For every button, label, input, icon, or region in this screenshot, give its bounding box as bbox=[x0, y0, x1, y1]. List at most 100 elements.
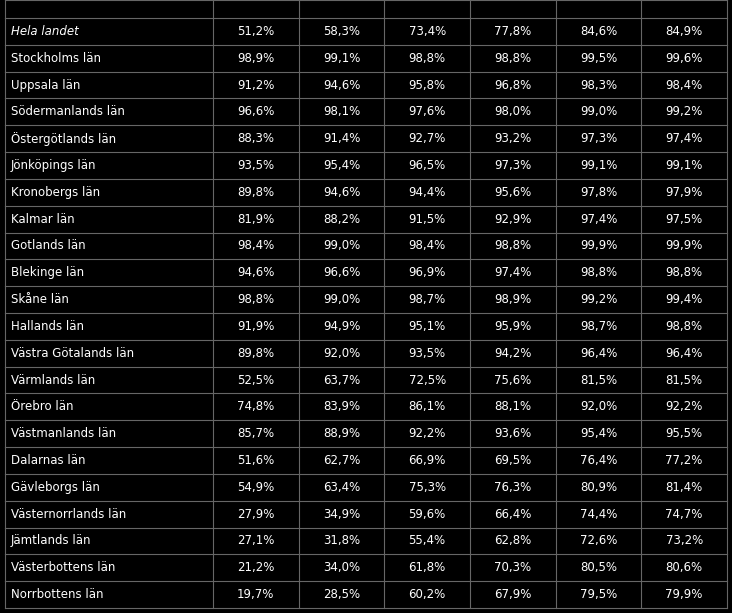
Text: 91,4%: 91,4% bbox=[323, 132, 360, 145]
Text: 96,8%: 96,8% bbox=[494, 78, 531, 91]
Text: 77,2%: 77,2% bbox=[665, 454, 703, 467]
Text: 99,1%: 99,1% bbox=[665, 159, 703, 172]
Text: 88,9%: 88,9% bbox=[323, 427, 360, 440]
Text: 77,8%: 77,8% bbox=[494, 25, 531, 38]
Text: Norrbottens län: Norrbottens län bbox=[11, 588, 103, 601]
Text: 27,9%: 27,9% bbox=[237, 508, 274, 520]
Text: 80,9%: 80,9% bbox=[580, 481, 617, 494]
Text: 97,4%: 97,4% bbox=[494, 266, 531, 280]
Text: 94,9%: 94,9% bbox=[323, 320, 360, 333]
Text: 99,4%: 99,4% bbox=[665, 293, 703, 306]
Text: 93,2%: 93,2% bbox=[494, 132, 531, 145]
Text: 99,2%: 99,2% bbox=[665, 105, 703, 118]
Text: 94,4%: 94,4% bbox=[408, 186, 446, 199]
Text: 67,9%: 67,9% bbox=[494, 588, 531, 601]
Text: Kalmar län: Kalmar län bbox=[11, 213, 75, 226]
Text: 98,8%: 98,8% bbox=[494, 51, 531, 65]
Text: 80,6%: 80,6% bbox=[665, 562, 703, 574]
Text: 61,8%: 61,8% bbox=[408, 562, 446, 574]
Text: 81,9%: 81,9% bbox=[237, 213, 274, 226]
Text: 51,2%: 51,2% bbox=[237, 25, 274, 38]
Text: 80,5%: 80,5% bbox=[580, 562, 617, 574]
Text: 62,8%: 62,8% bbox=[494, 535, 531, 547]
Text: 19,7%: 19,7% bbox=[237, 588, 274, 601]
Text: 96,9%: 96,9% bbox=[408, 266, 446, 280]
Text: 62,7%: 62,7% bbox=[323, 454, 360, 467]
Text: 92,0%: 92,0% bbox=[323, 347, 360, 360]
Text: 60,2%: 60,2% bbox=[408, 588, 446, 601]
Text: 96,5%: 96,5% bbox=[408, 159, 446, 172]
Text: 54,9%: 54,9% bbox=[237, 481, 274, 494]
Text: 89,8%: 89,8% bbox=[237, 186, 274, 199]
Text: Värmlands län: Värmlands län bbox=[11, 373, 95, 387]
Text: 27,1%: 27,1% bbox=[237, 535, 274, 547]
Text: 66,9%: 66,9% bbox=[408, 454, 446, 467]
Text: 97,4%: 97,4% bbox=[665, 132, 703, 145]
Text: 91,9%: 91,9% bbox=[237, 320, 274, 333]
Text: 83,9%: 83,9% bbox=[323, 400, 360, 413]
Text: 98,0%: 98,0% bbox=[494, 105, 531, 118]
Text: 98,8%: 98,8% bbox=[494, 240, 531, 253]
Text: 91,2%: 91,2% bbox=[237, 78, 274, 91]
Text: 93,5%: 93,5% bbox=[237, 159, 274, 172]
Text: 84,6%: 84,6% bbox=[580, 25, 617, 38]
Text: 51,6%: 51,6% bbox=[237, 454, 274, 467]
Text: 58,3%: 58,3% bbox=[323, 25, 360, 38]
Text: 98,9%: 98,9% bbox=[237, 51, 274, 65]
Text: 98,7%: 98,7% bbox=[408, 293, 446, 306]
Text: 81,5%: 81,5% bbox=[665, 373, 703, 387]
Text: 95,9%: 95,9% bbox=[494, 320, 531, 333]
Text: 96,4%: 96,4% bbox=[580, 347, 617, 360]
Text: 88,1%: 88,1% bbox=[494, 400, 531, 413]
Text: 95,8%: 95,8% bbox=[408, 78, 446, 91]
Text: 21,2%: 21,2% bbox=[237, 562, 274, 574]
Text: 34,9%: 34,9% bbox=[323, 508, 360, 520]
Text: 97,5%: 97,5% bbox=[665, 213, 703, 226]
Text: Hallands län: Hallands län bbox=[11, 320, 84, 333]
Text: 99,0%: 99,0% bbox=[323, 240, 360, 253]
Text: 94,6%: 94,6% bbox=[323, 186, 360, 199]
Text: 99,6%: 99,6% bbox=[665, 51, 703, 65]
Text: 75,3%: 75,3% bbox=[408, 481, 446, 494]
Text: Jönköpings län: Jönköpings län bbox=[11, 159, 97, 172]
Text: Gotlands län: Gotlands län bbox=[11, 240, 86, 253]
Text: 63,4%: 63,4% bbox=[323, 481, 360, 494]
Text: Stockholms län: Stockholms län bbox=[11, 51, 101, 65]
Text: 81,5%: 81,5% bbox=[580, 373, 617, 387]
Text: 72,6%: 72,6% bbox=[580, 535, 617, 547]
Text: Örebro län: Örebro län bbox=[11, 400, 73, 413]
Text: 93,6%: 93,6% bbox=[494, 427, 531, 440]
Text: 96,6%: 96,6% bbox=[237, 105, 274, 118]
Text: 94,2%: 94,2% bbox=[494, 347, 531, 360]
Text: 73,4%: 73,4% bbox=[408, 25, 446, 38]
Text: 55,4%: 55,4% bbox=[408, 535, 446, 547]
Text: Västmanlands län: Västmanlands län bbox=[11, 427, 116, 440]
Text: 99,0%: 99,0% bbox=[580, 105, 617, 118]
Text: 92,9%: 92,9% bbox=[494, 213, 531, 226]
Text: 98,8%: 98,8% bbox=[665, 320, 703, 333]
Text: 85,7%: 85,7% bbox=[237, 427, 274, 440]
Text: 34,0%: 34,0% bbox=[323, 562, 360, 574]
Text: 28,5%: 28,5% bbox=[323, 588, 360, 601]
Text: Södermanlands län: Södermanlands län bbox=[11, 105, 125, 118]
Text: 96,6%: 96,6% bbox=[323, 266, 360, 280]
Text: Östergötlands län: Östergötlands län bbox=[11, 132, 116, 146]
Text: 98,8%: 98,8% bbox=[665, 266, 703, 280]
Text: 63,7%: 63,7% bbox=[323, 373, 360, 387]
Text: 92,2%: 92,2% bbox=[408, 427, 446, 440]
Text: 97,3%: 97,3% bbox=[494, 159, 531, 172]
Text: 31,8%: 31,8% bbox=[323, 535, 360, 547]
Text: 99,5%: 99,5% bbox=[580, 51, 617, 65]
Text: 92,2%: 92,2% bbox=[665, 400, 703, 413]
Text: 98,1%: 98,1% bbox=[323, 105, 360, 118]
Text: 99,9%: 99,9% bbox=[580, 240, 617, 253]
Text: 99,0%: 99,0% bbox=[323, 293, 360, 306]
Text: 93,5%: 93,5% bbox=[408, 347, 446, 360]
Text: 98,9%: 98,9% bbox=[494, 293, 531, 306]
Text: 98,4%: 98,4% bbox=[408, 240, 446, 253]
Text: 91,5%: 91,5% bbox=[408, 213, 446, 226]
Text: Dalarnas län: Dalarnas län bbox=[11, 454, 86, 467]
Text: 79,9%: 79,9% bbox=[665, 588, 703, 601]
Text: Skåne län: Skåne län bbox=[11, 293, 69, 306]
Text: 98,3%: 98,3% bbox=[580, 78, 617, 91]
